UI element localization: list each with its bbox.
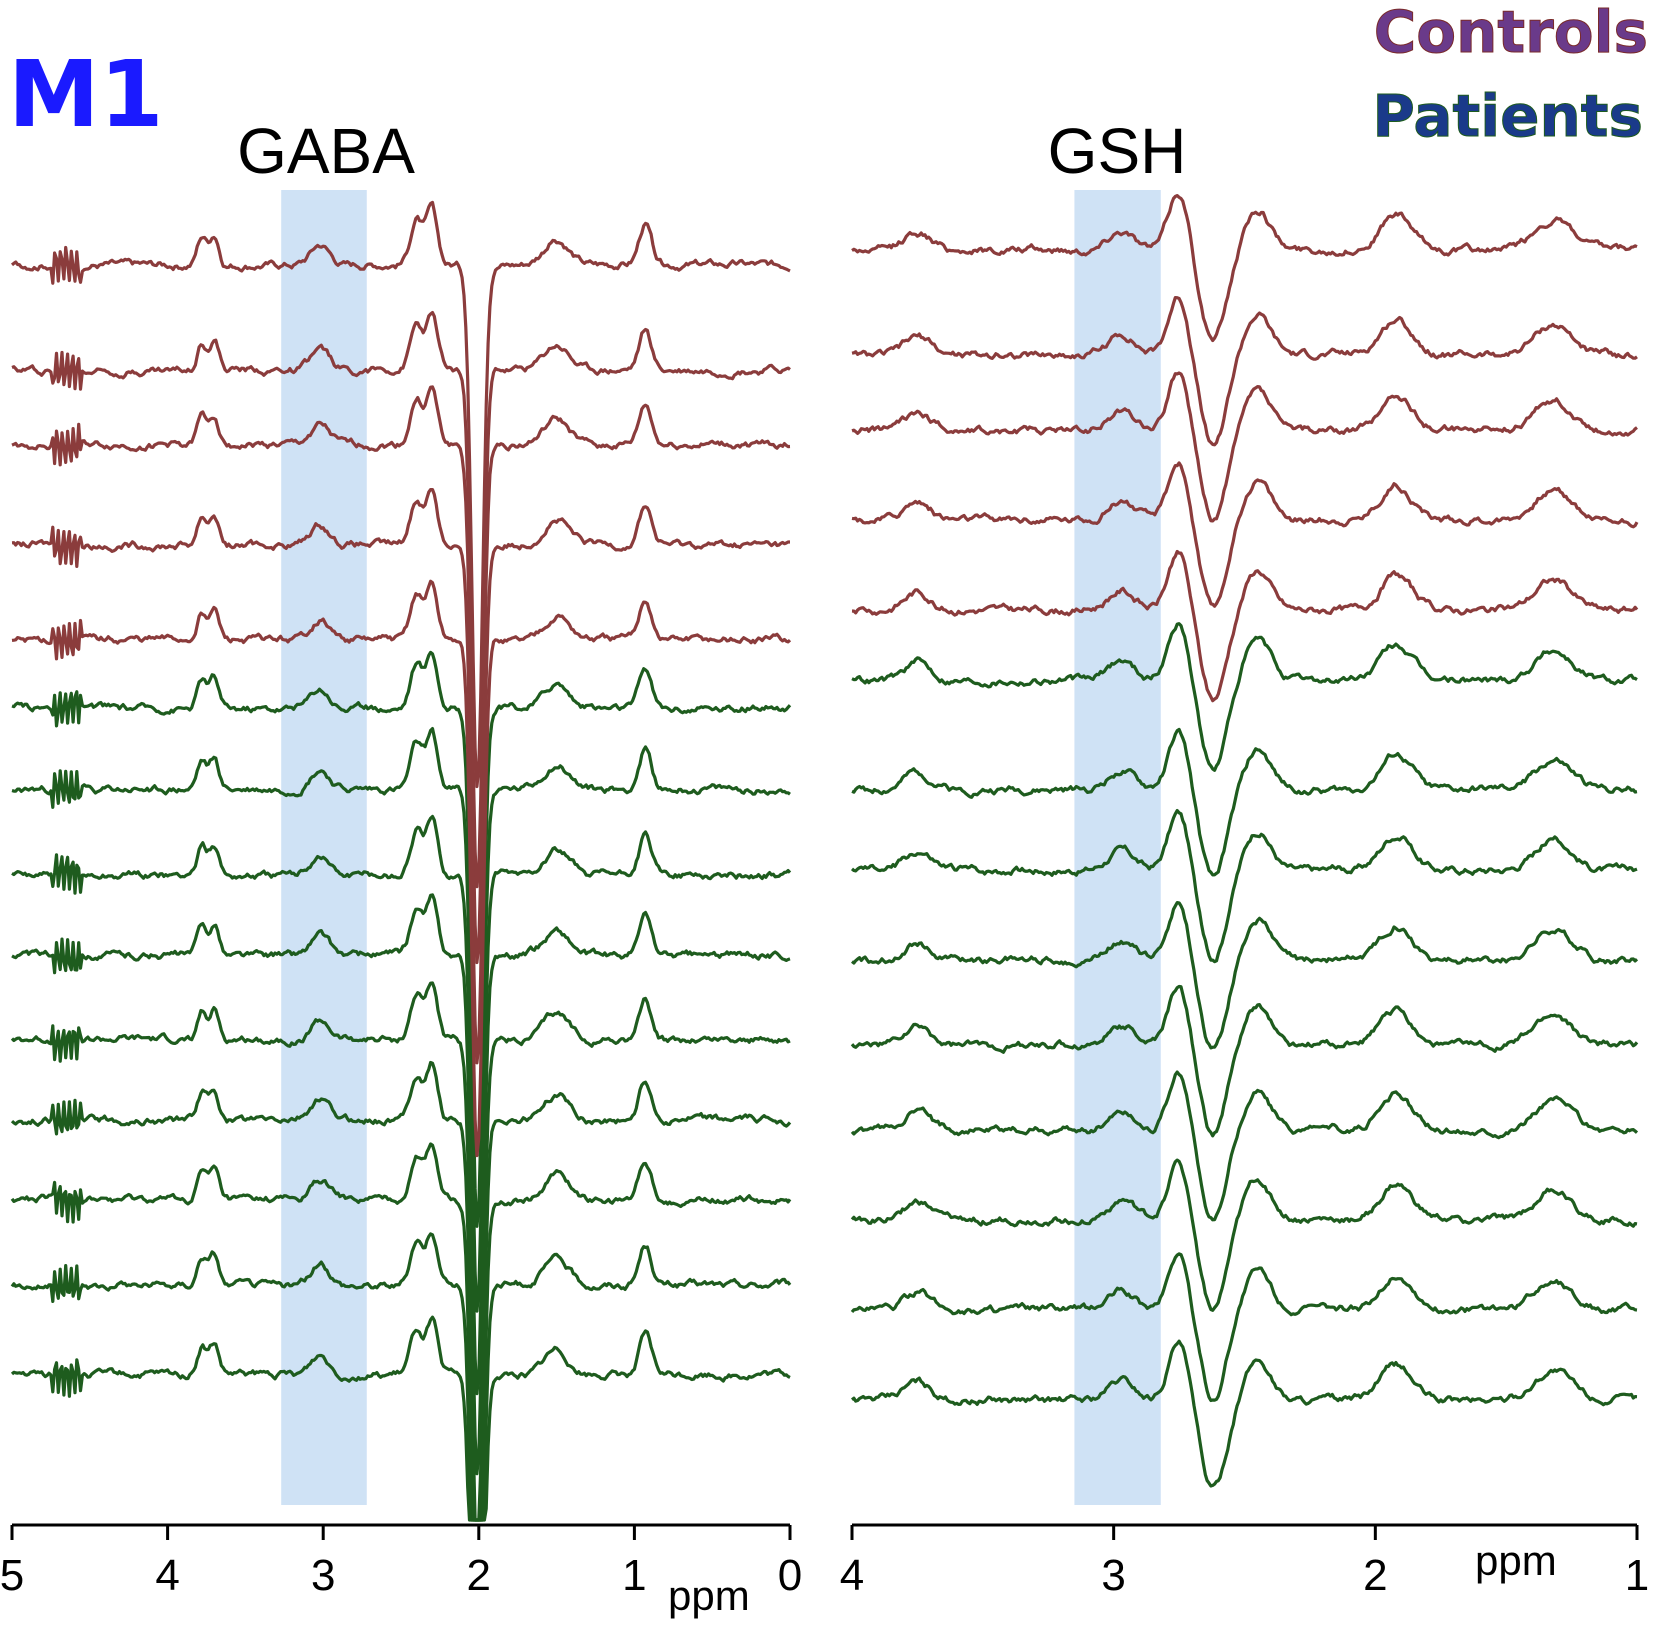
patient-trace-2 [851,727,1638,877]
panel-label: M1 [8,41,164,148]
patient-trace-6 [10,1060,792,1522]
control-trace-2 [851,296,1638,447]
x-tick-label: 3 [311,1551,335,1600]
gaba-panel: GABA 5 4 3 2 1 0 ppm [0,115,802,1619]
gsh-ticks: 4 3 2 1 [840,1525,1649,1600]
control-trace-2 [11,311,791,889]
gsh-title: GSH [1048,115,1187,187]
control-trace-3 [851,371,1638,523]
x-tick-label: 2 [467,1551,491,1600]
patient-trace-3 [850,809,1638,964]
x-tick-label: 5 [0,1551,24,1600]
control-trace-3 [11,385,791,965]
patient-trace-5 [850,984,1639,1138]
patient-trace-8 [10,1232,792,1522]
x-tick-label: 0 [778,1551,802,1600]
patient-trace-4 [11,893,791,1476]
x-tick-label: 1 [1625,1551,1649,1600]
gsh-traces [850,194,1639,1488]
patient-trace-3 [11,814,792,1396]
patient-trace-5 [10,981,791,1522]
control-trace-1 [851,194,1638,343]
legend-patients: Patients [1372,82,1643,150]
patient-trace-9 [851,1339,1638,1488]
x-tick-label: 3 [1101,1551,1125,1600]
gaba-ticks: 5 4 3 2 1 0 [0,1525,802,1600]
x-tick-label: 1 [622,1551,646,1600]
x-tick-label: 4 [840,1551,864,1600]
gaba-highlight-band [281,190,367,1505]
gaba-xlabel: ppm [668,1572,750,1619]
patient-trace-7 [850,1158,1638,1312]
patient-trace-2 [11,727,791,1313]
legend-controls: Controls [1374,0,1648,66]
control-trace-1 [10,200,791,789]
patient-trace-7 [10,1142,792,1522]
gsh-xlabel: ppm [1475,1537,1557,1584]
patient-trace-4 [851,901,1639,1050]
control-trace-5 [11,579,792,1158]
gaba-traces [10,200,792,1522]
patient-trace-1 [11,650,792,1228]
gaba-title: GABA [237,115,415,187]
patient-trace-6 [850,1070,1639,1222]
gsh-panel: GSH 4 3 2 1 ppm [840,115,1649,1600]
patient-trace-8 [850,1252,1638,1403]
control-trace-5 [851,549,1639,703]
control-trace-4 [11,488,790,1065]
x-tick-label: 2 [1363,1551,1387,1600]
control-trace-4 [851,461,1639,608]
patient-trace-1 [851,622,1638,772]
patient-trace-9 [10,1315,791,1522]
x-tick-label: 4 [155,1551,179,1600]
